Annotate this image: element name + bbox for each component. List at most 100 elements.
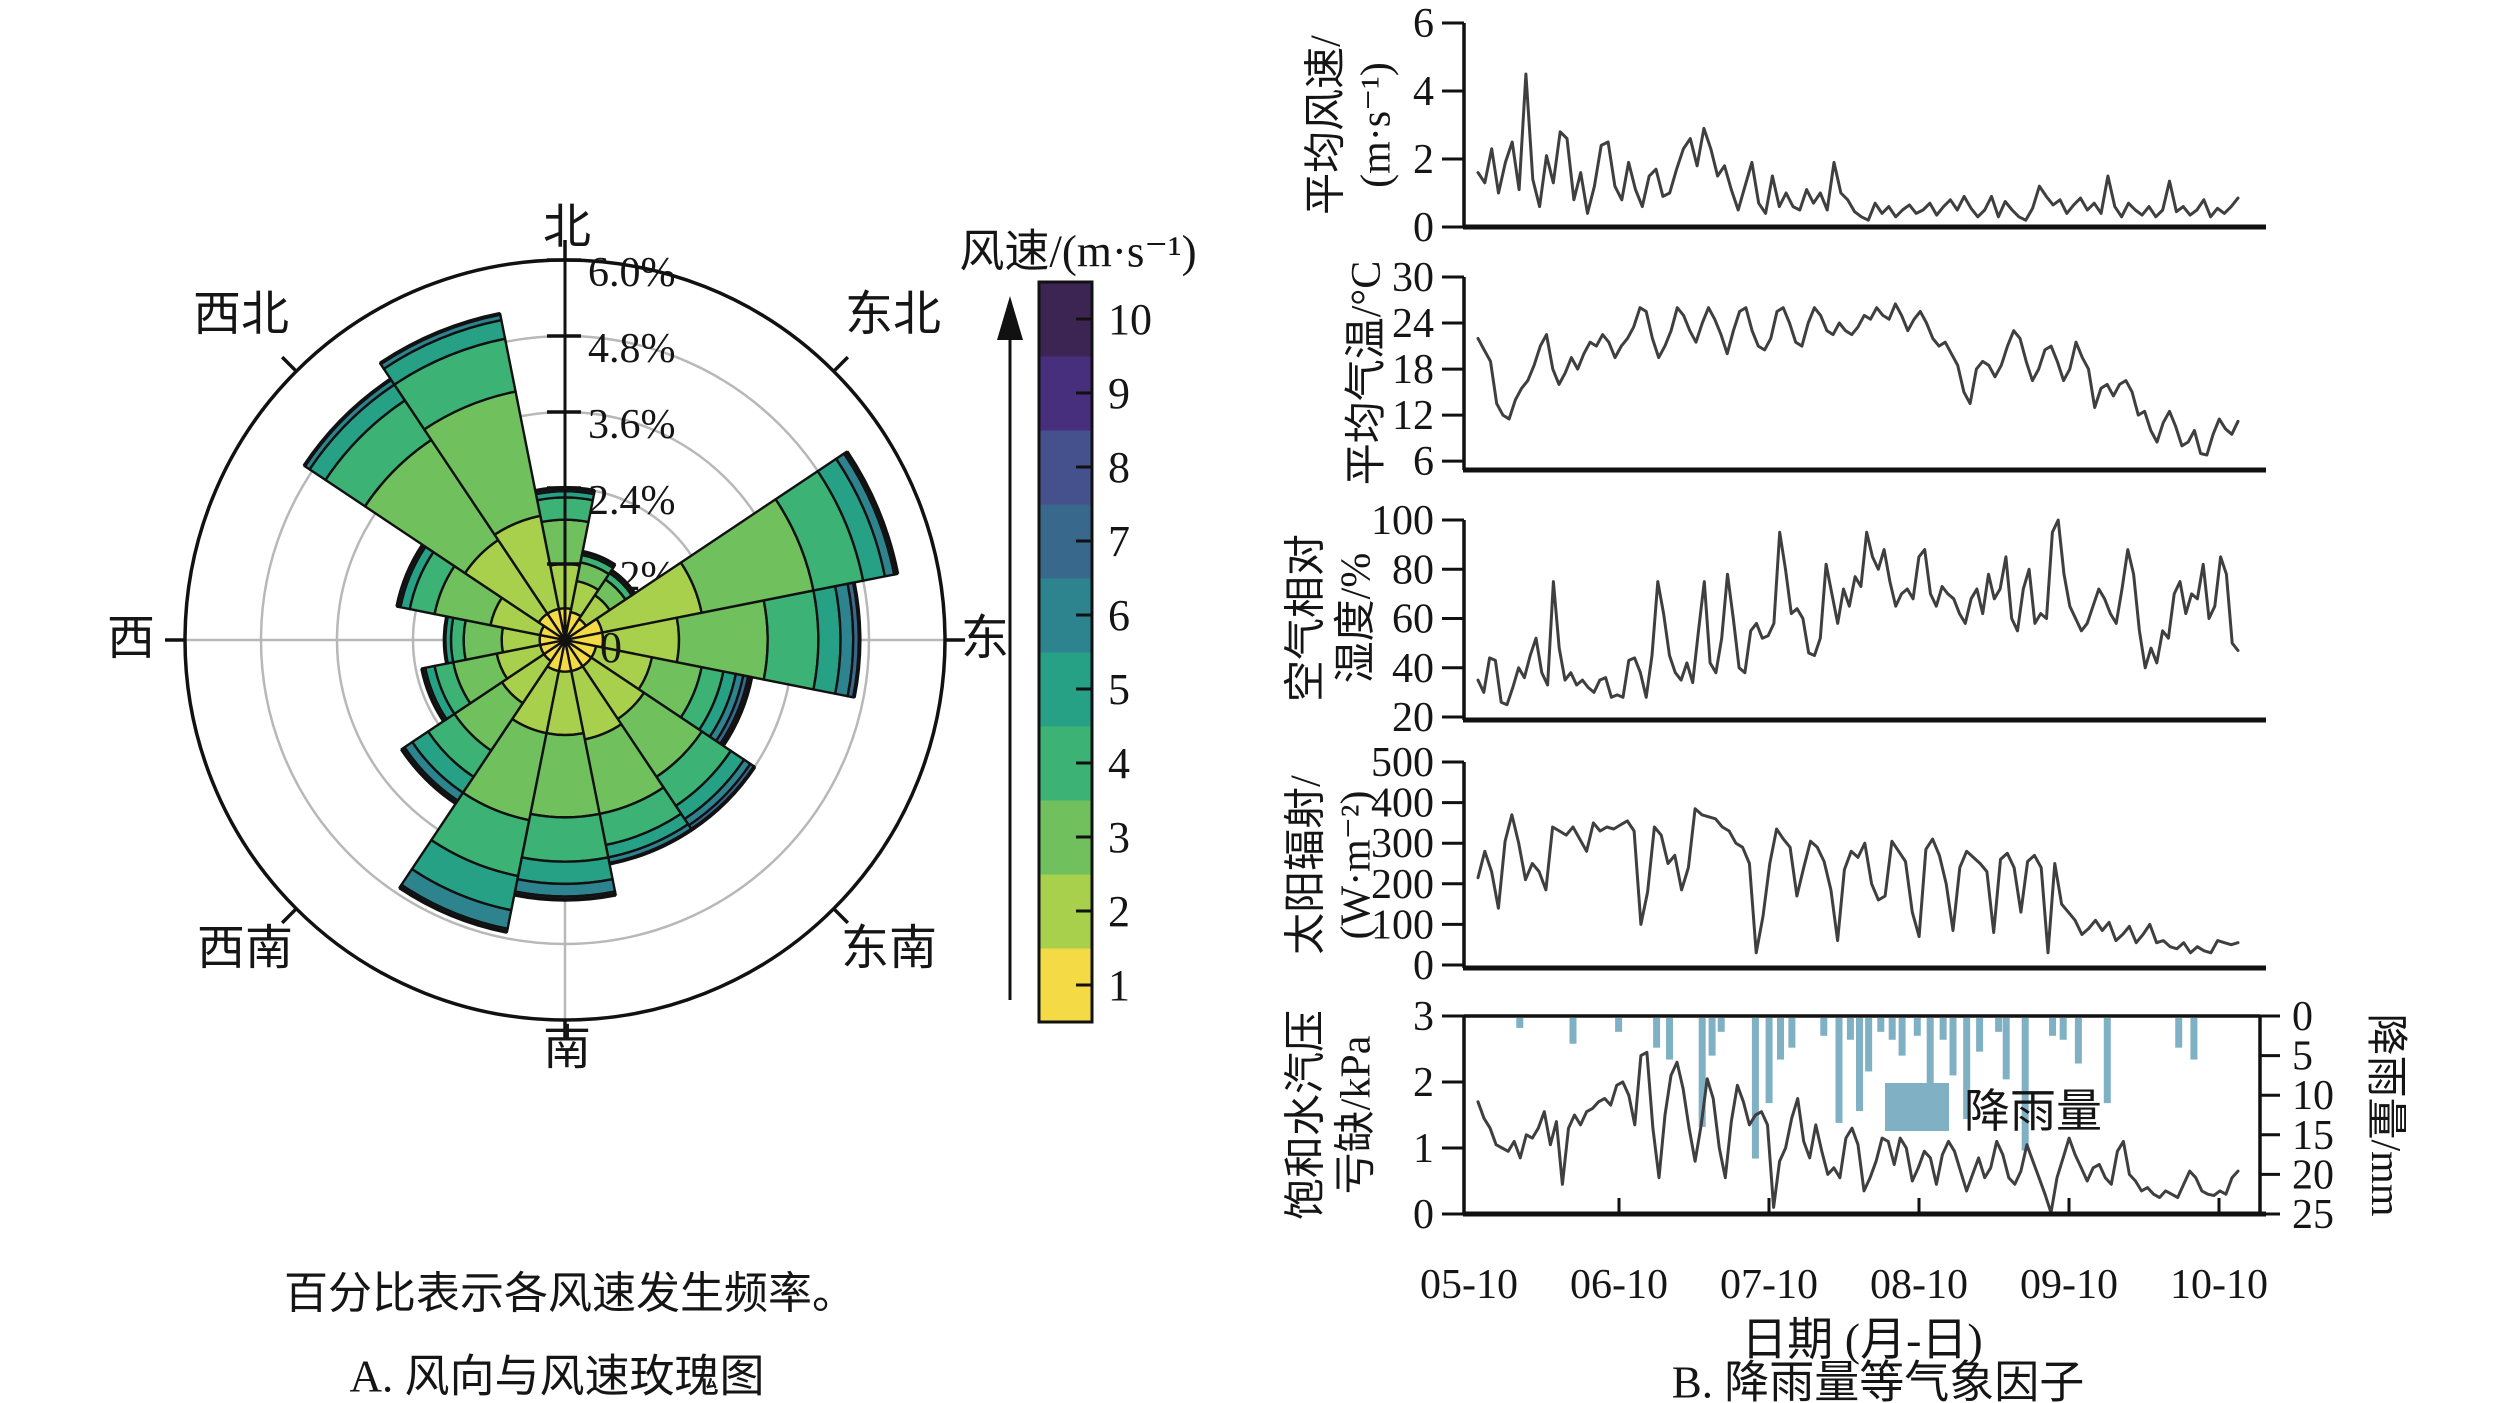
direction-label-180: 南 (543, 1022, 591, 1075)
colorbar-tick-label: 3 (1108, 813, 1130, 862)
right-tick-label: 0 (2292, 994, 2313, 1040)
x-tick-label: 08-10 (1870, 1262, 1968, 1308)
right-tick-label: 15 (2292, 1113, 2334, 1159)
y-tick-label: 60 (1392, 597, 1434, 643)
windrose-bin-S-5 (516, 856, 614, 886)
y-tick-label: 24 (1392, 301, 1434, 347)
direction-label-0: 北 (543, 201, 591, 254)
rain-bar (1653, 1018, 1661, 1048)
colorbar-tick-label: 5 (1108, 665, 1130, 714)
rain-bar (1865, 1018, 1873, 1072)
colorbar-tick-label: 10 (1108, 295, 1152, 344)
rain-bar (1877, 1018, 1885, 1032)
rain-bar (1717, 1018, 1725, 1032)
direction-label-135: 东南 (841, 922, 937, 975)
rain-bar (1898, 1018, 1906, 1056)
colorbar-arrow-head (997, 296, 1023, 340)
rain-bar (1926, 1018, 1934, 1096)
ring-label: 3.6% (588, 402, 676, 448)
y-tick-label: 200 (1371, 862, 1434, 908)
rain-bar (1963, 1018, 1971, 1119)
series-vpd_and_rain (1476, 1050, 2240, 1215)
y-tick-label: 300 (1371, 821, 1434, 867)
y-tick-label: 4 (1413, 69, 1434, 115)
rain-bar (1788, 1018, 1796, 1048)
ylabel-solar-line1: 太阳辐射/ (1283, 775, 1330, 955)
series-solar_radiation (1476, 807, 2240, 955)
y-tick-label: 80 (1392, 547, 1434, 593)
rain-bar (1976, 1018, 1984, 1052)
ylabel-wind-speed: 平均风速/ (m·s⁻¹) (1302, 35, 1401, 215)
windrose-bin-E-4 (762, 589, 820, 691)
ylabel-temperature: 平均气温/°C (1343, 261, 1393, 485)
windrose-axes: 0 (165, 240, 965, 1040)
rain-bar (1949, 1018, 1957, 1076)
panel-a-caption: A. 风向与风速玫瑰图 (349, 1351, 765, 1402)
right-tick-label: 10 (2292, 1073, 2334, 1119)
rain-bar (1569, 1018, 1577, 1044)
rain-bar (1615, 1018, 1623, 1032)
rain-bar (1698, 1018, 1706, 1127)
series-relative_humidity (1476, 518, 2240, 707)
y-tick-label: 30 (1392, 255, 1434, 301)
rain-bar (2021, 1018, 2029, 1151)
right-tick-label: 20 (2292, 1152, 2334, 1198)
colorbar-tick-label: 4 (1108, 739, 1130, 788)
rain-bar (2049, 1018, 2057, 1036)
ring-label-zero: 0 (600, 623, 622, 672)
y-tick-label: 0 (1413, 1192, 1434, 1238)
ylabel-rainfall: 降雨量/mm (2359, 1013, 2409, 1216)
y-tick-label: 0 (1413, 943, 1434, 989)
rain-bar (1765, 1018, 1773, 1104)
ylabel-vpd-line2: 亏缺/kPa (1333, 1035, 1379, 1195)
x-tick-label: 06-10 (1570, 1262, 1668, 1308)
colorbar-tick-label: 7 (1108, 517, 1130, 566)
colorbar-tick-label: 1 (1108, 961, 1130, 1010)
ylabel-humidity-line2: 湿度/% (1333, 552, 1379, 684)
colorbar-tick-label: 8 (1108, 443, 1130, 492)
windrose-bin-S-4 (520, 812, 610, 863)
x-tick-label: 05-10 (1420, 1262, 1518, 1308)
y-tick-label: 18 (1392, 347, 1434, 393)
y-tick-label: 20 (1392, 695, 1434, 741)
direction-label-270: 西 (107, 612, 155, 665)
rain-bar (1913, 1018, 1921, 1036)
y-tick-label: 12 (1392, 393, 1434, 439)
rain-bar (2002, 1018, 2010, 1080)
direction-label-90: 东 (961, 612, 1009, 665)
rain-bar (1846, 1018, 1854, 1040)
rain-bar (1939, 1018, 1947, 1040)
y-tick-label: 1 (1413, 1126, 1434, 1172)
rain-bar (1835, 1018, 1843, 1123)
rain-bar (1995, 1018, 2003, 1032)
rain-bar (1708, 1018, 1716, 1056)
rain-bar (1820, 1018, 1828, 1036)
rain-bar (2103, 1018, 2111, 1104)
rain-bar (1776, 1018, 1784, 1060)
panel-b-charts: 0246612182430204060801000100200300400500… (1371, 1, 2334, 1308)
colorbar: 1 2 3 4 5 6 7 8 9 10 (997, 280, 1152, 1024)
colorbar-tick-label: 6 (1108, 591, 1130, 640)
subplot-wind_speed: 0 2 4 6 (1413, 1, 2266, 251)
rain-bar (2074, 1018, 2082, 1064)
right-tick-label: 25 (2292, 1192, 2334, 1238)
colorbar-title: 风速/(m·s⁻¹) (959, 226, 1197, 277)
y-tick-label: 2 (1413, 137, 1434, 183)
windrose-ring-labels: 1.2%2.4%3.6%4.8%6.0% (588, 250, 676, 600)
y-tick-label: 100 (1371, 902, 1434, 948)
colorbar-tick-label: 9 (1108, 369, 1130, 418)
windrose-sectors (302, 311, 900, 934)
ylabel-temperature-line1: 平均气温/°C (1344, 260, 1391, 486)
y-tick-label: 40 (1392, 646, 1434, 692)
x-axis-title: 日期 (月-日) (1741, 1314, 1983, 1365)
direction-label-225: 西南 (197, 922, 293, 975)
ylabel-vpd: 饱和水汽压 亏缺/kPa (1282, 1010, 1381, 1220)
panel-b-caption: B. 降雨量等气象因子 (1671, 1357, 2085, 1403)
